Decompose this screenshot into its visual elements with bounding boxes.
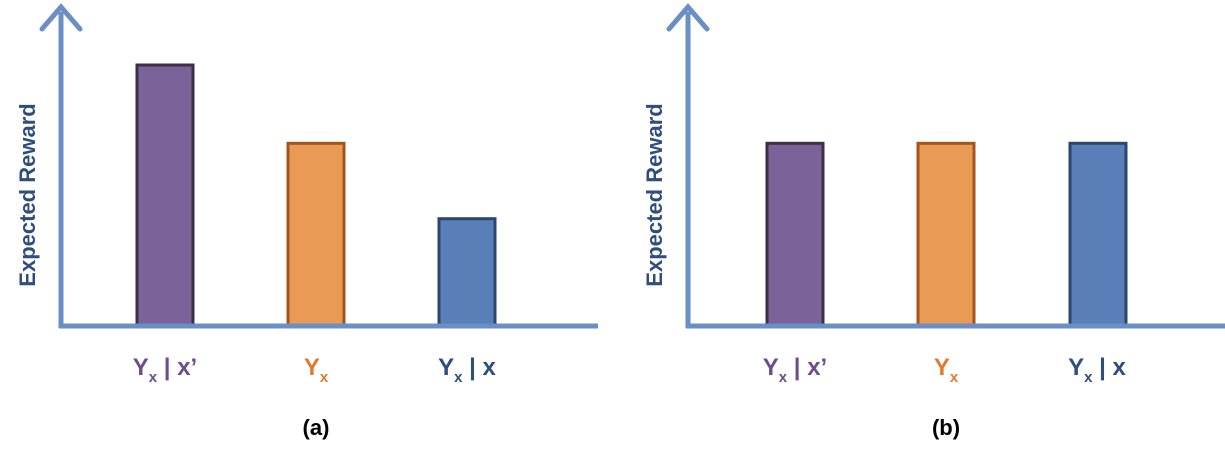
chart-plot-area-b [666, 3, 1225, 329]
x-tick-label: Yx | x [1068, 354, 1126, 386]
x-tick-label: Yx [303, 354, 329, 386]
x-tick-label: Yx | x’ [132, 354, 198, 386]
x-tick-label: Yx | x [438, 354, 496, 386]
y-axis-label: Expected Reward [15, 103, 40, 287]
bar [286, 141, 346, 328]
y-axis-label: Expected Reward [642, 103, 667, 287]
panel-caption: (b) [931, 415, 961, 440]
x-tick-label: Yx | x’ [762, 354, 828, 386]
y-axis-label-wrap-b: Expected Reward [640, 45, 670, 345]
panel-caption: (a) [302, 415, 330, 440]
y-axis-arrowhead [666, 3, 710, 32]
chart-plot-area-a [39, 3, 598, 329]
y-axis-arrowhead [39, 3, 83, 32]
bar [1068, 141, 1128, 328]
bar [916, 141, 976, 328]
chart-panel-b: Expected Reward Yx | x’ Yx Yx | x (b) [627, 0, 1225, 449]
chart-panel-a: Expected Reward Yx | x’ Yx Yx | x (a) [0, 0, 612, 449]
y-axis-label-wrap-a: Expected Reward [13, 45, 43, 345]
x-tick-label: Yx [933, 354, 959, 386]
bar [135, 63, 195, 328]
bar [765, 141, 825, 328]
bar [437, 217, 497, 328]
